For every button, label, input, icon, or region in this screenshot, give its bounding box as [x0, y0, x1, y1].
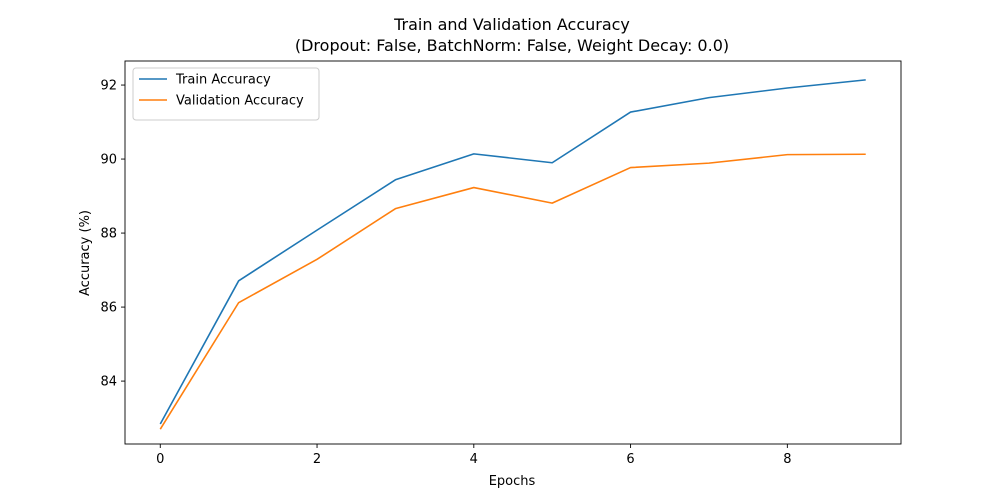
- x-tick-label: 0: [156, 452, 164, 467]
- y-tick-label: 90: [100, 153, 117, 168]
- y-axis-label: Accuracy (%): [78, 210, 93, 296]
- plot-area: 0 2 4 6 8 84 86 88 90 92: [100, 60, 902, 467]
- y-tick-label: 84: [100, 375, 117, 390]
- legend: Train Accuracy Validation Accuracy: [132, 67, 320, 121]
- y-tick-label: 92: [100, 79, 117, 94]
- chart-title: Train and Validation Accuracy: [393, 15, 630, 34]
- legend-label-1: Validation Accuracy: [176, 94, 304, 109]
- x-axis-label: Epochs: [489, 474, 536, 489]
- series-line-0: [159, 79, 866, 425]
- legend-label-0: Train Accuracy: [175, 73, 271, 88]
- legend-box: [132, 67, 320, 121]
- plot-frame: [124, 60, 902, 445]
- chart-subtitle: (Dropout: False, BatchNorm: False, Weigh…: [295, 36, 729, 55]
- series-line-1: [159, 153, 866, 430]
- x-tick-label: 8: [783, 452, 791, 467]
- x-tick-label: 4: [470, 452, 478, 467]
- y-tick-label: 88: [100, 227, 117, 242]
- x-tick-label: 6: [626, 452, 634, 467]
- y-tick-label: 86: [100, 301, 117, 316]
- x-tick-label: 2: [313, 452, 321, 467]
